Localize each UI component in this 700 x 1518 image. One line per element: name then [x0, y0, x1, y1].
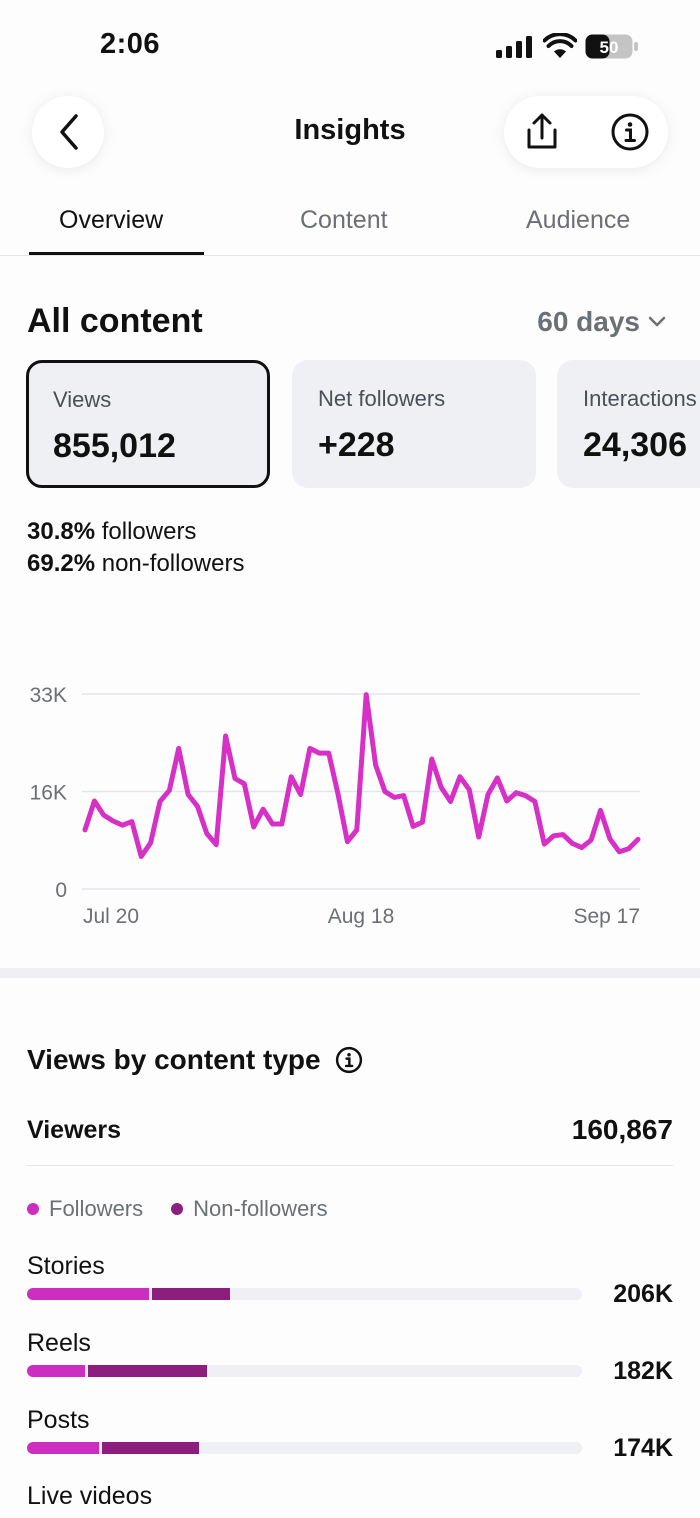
followers-split-line: 30.8% followers — [27, 516, 244, 548]
period-dropdown[interactable]: 60 days — [537, 306, 666, 338]
battery-icon: 50 — [585, 34, 638, 59]
content-type-name: Live videos — [27, 1482, 153, 1510]
viewers-value: 160,867 — [571, 1114, 673, 1145]
page-title: Insights — [294, 114, 406, 146]
bar-track — [27, 1442, 582, 1454]
tab-bar: Overview Content Audience — [0, 196, 700, 256]
content-type-value: 182K — [613, 1357, 673, 1385]
section-title: All content — [27, 302, 203, 340]
back-button[interactable] — [32, 96, 104, 168]
metric-card-interactions[interactable]: Interactions 24,306 — [557, 360, 700, 488]
views-by-type-title: Views by content type — [27, 1044, 363, 1076]
metric-card-net-followers[interactable]: Net followers +228 — [292, 360, 536, 488]
wifi-icon — [543, 33, 577, 58]
share-button[interactable] — [520, 110, 564, 154]
followers-bar — [27, 1288, 150, 1300]
nonfollowers-split-line: 69.2% non-followers — [27, 548, 244, 580]
followers-bar — [27, 1442, 100, 1454]
viewers-row: Viewers 160,867 — [27, 1112, 673, 1166]
header-actions — [504, 96, 668, 168]
metric-value: 855,012 — [53, 427, 176, 465]
content-type-value: 174K — [613, 1434, 673, 1462]
nonfollowers-bar — [88, 1365, 208, 1377]
content-type-row-live-videos: Live videos — [27, 1482, 673, 1518]
content-type-row-stories: Stories 206K — [27, 1252, 673, 1322]
content-type-name: Stories — [27, 1252, 105, 1280]
share-icon — [527, 113, 557, 149]
legend-label: Followers — [49, 1196, 144, 1221]
followers-bar — [27, 1365, 86, 1377]
metric-value: +228 — [318, 426, 395, 464]
metric-label: Net followers — [318, 386, 446, 411]
x-tick-label: Sep 17 — [573, 905, 640, 928]
nonfollowers-pct: 69.2% — [27, 550, 96, 577]
metric-label: Views — [53, 387, 112, 412]
y-tick-label: 0 — [55, 879, 67, 902]
views-line-chart: 33K 16K 0 Jul 20 Aug 18 Sep 17 — [30, 684, 641, 928]
bar-track — [27, 1288, 582, 1300]
x-tick-label: Aug 18 — [328, 905, 395, 928]
content-type-row-posts: Posts 174K — [27, 1406, 673, 1476]
content-type-name: Reels — [27, 1329, 91, 1357]
period-label: 60 days — [537, 306, 640, 337]
section-divider — [0, 968, 700, 978]
tab-audience[interactable]: Audience — [526, 206, 631, 234]
chevron-left-icon — [60, 114, 78, 150]
x-tick-label: Jul 20 — [83, 905, 139, 928]
chevron-down-icon — [648, 316, 666, 327]
series-line-views — [82, 692, 641, 859]
legend-nonfollowers: Non-followers — [171, 1196, 328, 1222]
info-icon[interactable] — [335, 1046, 363, 1074]
nonfollowers-bar — [102, 1442, 200, 1454]
bar-track — [27, 1365, 582, 1377]
legend-followers: Followers — [27, 1196, 143, 1222]
active-tab-indicator — [29, 252, 204, 255]
status-bar: 2:06 50 — [0, 0, 700, 92]
y-tick-label: 33K — [30, 684, 67, 707]
metric-label: Interactions — [583, 386, 697, 411]
metric-card-views[interactable]: Views 855,012 — [26, 360, 270, 488]
info-button[interactable] — [608, 110, 652, 154]
metric-value: 24,306 — [583, 426, 687, 464]
follower-split: 30.8% followers 69.2% non-followers — [27, 516, 244, 580]
legend-dot — [171, 1203, 184, 1215]
content-type-name: Posts — [27, 1406, 90, 1434]
followers-split-label: followers — [101, 518, 197, 545]
content-type-row-reels: Reels 182K — [27, 1329, 673, 1399]
cellular-signal-icon — [496, 36, 532, 58]
legend-label: Non-followers — [193, 1196, 328, 1221]
viewers-label: Viewers — [27, 1116, 122, 1144]
content-type-value: 206K — [613, 1280, 673, 1308]
status-time: 2:06 — [100, 28, 161, 60]
info-icon — [611, 113, 649, 151]
tab-content[interactable]: Content — [300, 206, 388, 234]
legend-dot — [27, 1203, 39, 1215]
y-tick-label: 16K — [30, 782, 67, 805]
chart-legend: Followers Non-followers — [27, 1196, 356, 1222]
battery-level: 50 — [600, 38, 619, 57]
views-by-type-heading: Views by content type — [27, 1044, 321, 1075]
tab-overview[interactable]: Overview — [59, 206, 164, 234]
followers-pct: 30.8% — [27, 518, 96, 545]
nonfollowers-split-label: non-followers — [101, 550, 245, 577]
nonfollowers-bar — [152, 1288, 230, 1300]
